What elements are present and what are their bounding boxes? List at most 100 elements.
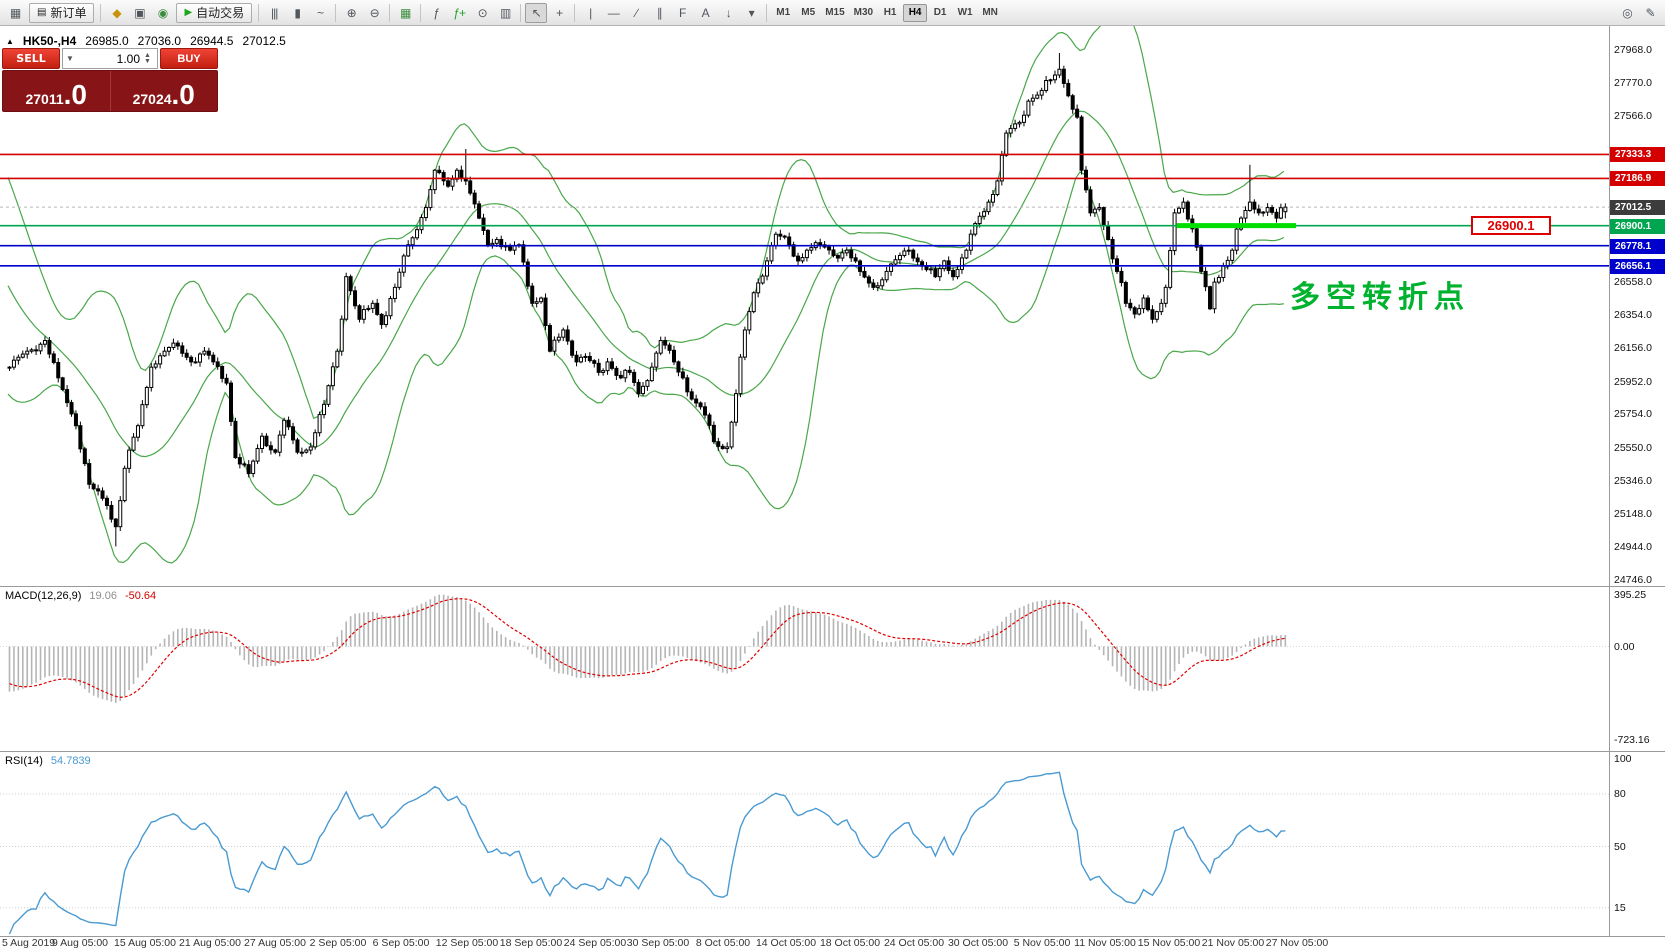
toolbar: ▦ ▤ 新订单 ◆ ▣ ◉ ▶ 自动交易 ||| ▮ ~ ⊕ ⊖ ▦ ƒ ƒ+ ⊙ ▥ ↖ + | — ∕ ∥ F A ↓ ▾ M1 M5… xyxy=(0,0,1665,26)
volume-up-icon[interactable]: ▲ xyxy=(144,51,151,59)
price-axis-label: 27770.0 xyxy=(1614,76,1652,89)
time-axis-label: 15 Aug 05:00 xyxy=(114,937,176,949)
rsi-name: RSI(14) xyxy=(5,755,43,767)
buy-button[interactable]: BUY xyxy=(160,48,218,69)
history-center-icon[interactable]: ◆ xyxy=(112,5,121,20)
time-axis-label: 30 Sep 05:00 xyxy=(626,937,690,949)
crosshair-icon[interactable]: + xyxy=(556,5,563,20)
toolbar-separator xyxy=(520,3,522,22)
time-axis-label: 6 Sep 05:00 xyxy=(372,937,430,949)
period-selector-icon[interactable]: ⊙ xyxy=(477,5,488,20)
arrows-tool-icon[interactable]: ↓ xyxy=(725,5,732,20)
price-axis-label: 26558.0 xyxy=(1614,275,1652,288)
horizontal-line-tool-icon[interactable]: — xyxy=(607,5,620,20)
price-axis-label: 26354.0 xyxy=(1614,309,1652,322)
expand-marker-icon[interactable]: ▲ xyxy=(6,36,14,46)
tile-windows-icon[interactable]: ▦ xyxy=(400,5,411,20)
chart-window: 27968.0 27770.0 27566.0 26558.0 26354.0 26156… xyxy=(0,26,1665,950)
refresh-icon[interactable]: ◉ xyxy=(157,5,168,20)
sell-price[interactable]: 27011 .0 xyxy=(3,71,110,111)
open-value: 26985.0 xyxy=(85,34,129,48)
candlestick-mode-icon[interactable]: ▮ xyxy=(294,5,301,20)
price-axis-label: 24944.0 xyxy=(1614,541,1652,554)
rsi-panel-canvas[interactable] xyxy=(0,751,1665,936)
new-order-button[interactable]: ▤ 新订单 xyxy=(29,2,95,23)
time-axis-label: 21 Aug 05:00 xyxy=(179,937,241,949)
timeframe-h1-button[interactable]: H1 xyxy=(883,7,897,18)
buy-price-main: 27024 xyxy=(132,91,172,107)
timeframe-mn-button[interactable]: MN xyxy=(982,7,998,18)
price-axis-label: 27968.0 xyxy=(1614,44,1652,56)
timeframe-h4-button[interactable]: H4 xyxy=(903,3,928,22)
macd-name: MACD(12,26,9) xyxy=(5,590,82,602)
profiles-icon[interactable]: ▣ xyxy=(134,5,145,20)
timeframe-m1-button[interactable]: M1 xyxy=(776,7,791,18)
zoom-in-icon[interactable]: ⊕ xyxy=(346,5,357,20)
chart-annotation-text[interactable]: 多空转折点 xyxy=(1290,280,1470,315)
search-icon[interactable]: ◎ xyxy=(1622,5,1632,20)
price-axis-label: 25754.0 xyxy=(1614,408,1652,421)
time-axis-label: 27 Nov 05:00 xyxy=(1265,937,1329,949)
high-value: 27036.0 xyxy=(137,34,182,48)
auto-trading-button[interactable]: ▶ 自动交易 xyxy=(176,2,253,23)
price-axis-label: 26156.0 xyxy=(1614,342,1652,355)
close-value: 27012.5 xyxy=(242,34,286,48)
time-axis-label: 18 Oct 05:00 xyxy=(819,937,881,949)
macd-main-value: 19.06 xyxy=(89,590,117,602)
timeframe-m30-button[interactable]: M30 xyxy=(853,7,874,18)
time-axis-label: 5 Nov 05:00 xyxy=(1013,937,1071,949)
price-tag: 27333.3 xyxy=(1610,147,1665,163)
quick-edit-icon[interactable]: ✎ xyxy=(1645,5,1655,20)
sell-button[interactable]: SELL xyxy=(2,48,60,69)
macd-panel-canvas[interactable] xyxy=(0,586,1665,751)
timeframe-m5-button[interactable]: M5 xyxy=(801,7,816,18)
main-chart-canvas[interactable] xyxy=(0,26,1665,586)
price-tag: 27186.9 xyxy=(1610,171,1665,187)
templates-icon[interactable]: ▥ xyxy=(500,5,511,20)
price-axis-label: 24746.0 xyxy=(1614,574,1652,586)
price-tag: 26656.1 xyxy=(1610,258,1665,274)
toolbar-separator xyxy=(766,3,768,22)
time-axis-label: 30 Oct 05:00 xyxy=(947,937,1009,949)
timeframe-w1-button[interactable]: W1 xyxy=(957,7,973,18)
vertical-line-tool-icon[interactable]: | xyxy=(589,5,592,20)
auto-trading-icon: ▶ xyxy=(184,7,193,18)
volume-dropdown-icon[interactable]: ▼ xyxy=(66,54,74,63)
cursor-icon[interactable]: ↖ xyxy=(525,2,548,23)
time-axis-label: 27 Aug 05:00 xyxy=(244,937,306,949)
toolbar-separator xyxy=(389,3,391,22)
macd-axis-label: -723.16 xyxy=(1614,734,1650,747)
time-axis[interactable]: 5 Aug 2019 9 Aug 05:00 15 Aug 05:00 21 Aug … xyxy=(0,936,1665,950)
rsi-indicator-label: RSI(14) 54.7839 xyxy=(5,755,91,767)
time-axis-label: 18 Sep 05:00 xyxy=(499,937,563,949)
line-chart-mode-icon[interactable]: ~ xyxy=(317,5,324,20)
volume-down-icon[interactable]: ▼ xyxy=(144,57,151,65)
macd-axis-label: 0.00 xyxy=(1614,640,1635,653)
timeframe-d1-button[interactable]: D1 xyxy=(933,7,947,18)
one-click-trading-widget: SELL ▼ 1.00 ▲ ▼ BUY 27011 .0 xyxy=(2,48,218,112)
rsi-axis-label: 50 xyxy=(1614,840,1626,853)
macd-panel-splitter[interactable] xyxy=(0,586,1665,587)
buy-price[interactable]: 27024 .0 xyxy=(111,71,218,111)
price-tag: 26778.1 xyxy=(1610,238,1665,254)
time-axis-label: 14 Oct 05:00 xyxy=(755,937,817,949)
trendline-tool-icon[interactable]: ∕ xyxy=(635,5,638,20)
time-axis-label: 2 Sep 05:00 xyxy=(309,937,367,949)
price-axis-border[interactable] xyxy=(1609,26,1610,936)
timeframe-m15-button[interactable]: M15 xyxy=(825,7,845,18)
new-chart-icon[interactable]: ▦ xyxy=(9,5,21,20)
fibonacci-tool-icon[interactable]: F xyxy=(679,5,686,20)
add-indicator-icon[interactable]: ƒ+ xyxy=(453,5,466,20)
zoom-out-icon[interactable]: ⊖ xyxy=(369,5,380,20)
volume-value[interactable]: 1.00 xyxy=(116,51,140,66)
text-tool-icon[interactable]: A xyxy=(701,5,710,20)
indicators-icon[interactable]: ƒ xyxy=(433,5,440,20)
rsi-axis-label: 15 xyxy=(1614,901,1626,914)
channel-tool-icon[interactable]: ∥ xyxy=(656,5,663,20)
bar-chart-mode-icon[interactable]: ||| xyxy=(271,5,278,20)
rsi-panel-splitter[interactable] xyxy=(0,751,1665,752)
shapes-dropdown-icon[interactable]: ▾ xyxy=(748,5,755,20)
buy-price-pips: .0 xyxy=(171,78,195,110)
volume-stepper[interactable]: ▼ 1.00 ▲ ▼ xyxy=(62,48,158,69)
level-price-label[interactable]: 26900.1 xyxy=(1471,216,1551,235)
